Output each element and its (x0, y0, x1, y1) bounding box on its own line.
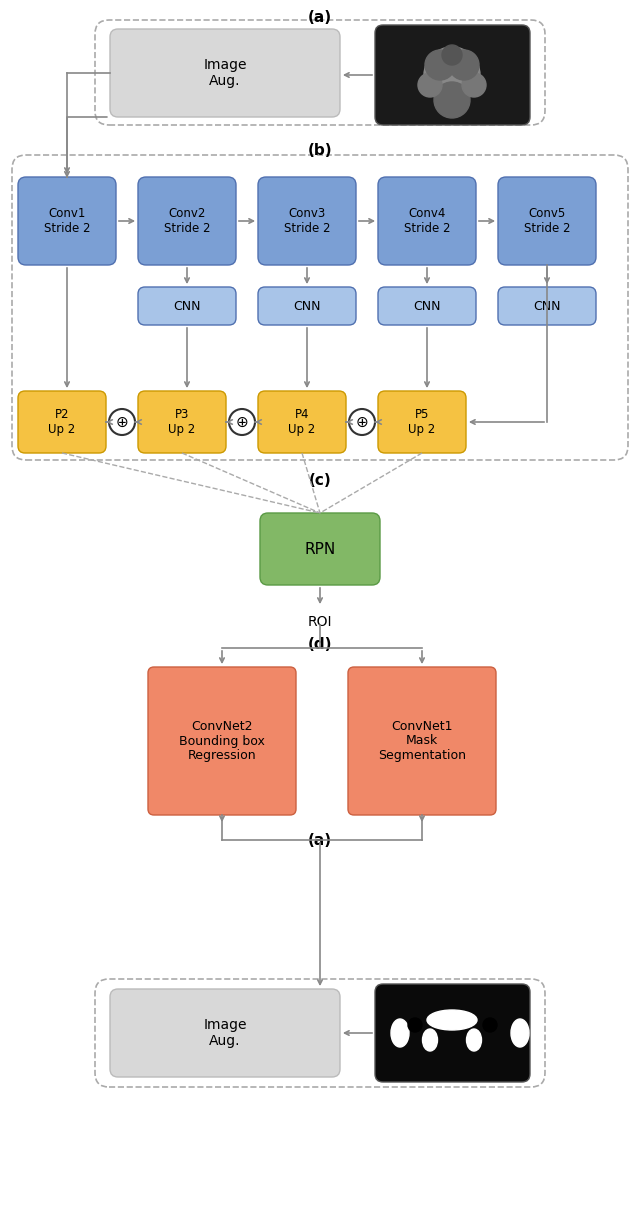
FancyBboxPatch shape (375, 984, 530, 1083)
Text: CNN: CNN (533, 300, 561, 312)
Ellipse shape (422, 1029, 438, 1051)
Ellipse shape (427, 1010, 477, 1030)
Circle shape (462, 73, 486, 97)
Ellipse shape (391, 1019, 409, 1047)
FancyBboxPatch shape (258, 177, 356, 265)
FancyBboxPatch shape (110, 989, 340, 1076)
Text: $\oplus$: $\oplus$ (355, 414, 369, 429)
Text: Conv2
Stride 2: Conv2 Stride 2 (164, 207, 211, 234)
Text: $\oplus$: $\oplus$ (115, 414, 129, 429)
Text: Conv5
Stride 2: Conv5 Stride 2 (524, 207, 570, 234)
Text: Conv1
Stride 2: Conv1 Stride 2 (44, 207, 90, 234)
Text: (c): (c) (308, 473, 332, 488)
Text: P3
Up 2: P3 Up 2 (168, 408, 196, 436)
Text: Conv4
Stride 2: Conv4 Stride 2 (404, 207, 451, 234)
Circle shape (424, 47, 480, 103)
Text: P5
Up 2: P5 Up 2 (408, 408, 436, 436)
Circle shape (109, 409, 135, 435)
FancyBboxPatch shape (258, 287, 356, 324)
FancyBboxPatch shape (18, 177, 116, 265)
FancyBboxPatch shape (498, 177, 596, 265)
FancyBboxPatch shape (378, 287, 476, 324)
FancyBboxPatch shape (498, 287, 596, 324)
FancyBboxPatch shape (18, 391, 106, 453)
Ellipse shape (467, 1029, 481, 1051)
Text: (d): (d) (308, 637, 332, 652)
Text: P2
Up 2: P2 Up 2 (49, 408, 76, 436)
Text: ROI: ROI (308, 615, 332, 629)
Text: P4
Up 2: P4 Up 2 (289, 408, 316, 436)
Circle shape (229, 409, 255, 435)
Text: ConvNet2
Bounding box
Regression: ConvNet2 Bounding box Regression (179, 719, 265, 763)
Text: Image
Aug.: Image Aug. (204, 1018, 247, 1049)
Circle shape (434, 81, 470, 118)
Text: CNN: CNN (413, 300, 441, 312)
Circle shape (349, 409, 375, 435)
FancyBboxPatch shape (260, 513, 380, 584)
FancyBboxPatch shape (138, 287, 236, 324)
FancyBboxPatch shape (148, 667, 296, 815)
Circle shape (418, 73, 442, 97)
FancyBboxPatch shape (378, 177, 476, 265)
Text: Conv3
Stride 2: Conv3 Stride 2 (284, 207, 330, 234)
Text: RPN: RPN (305, 542, 335, 556)
FancyBboxPatch shape (375, 26, 530, 125)
Circle shape (483, 1018, 497, 1032)
Text: CNN: CNN (173, 300, 201, 312)
Text: (a): (a) (308, 10, 332, 26)
FancyBboxPatch shape (138, 391, 226, 453)
FancyBboxPatch shape (378, 391, 466, 453)
FancyBboxPatch shape (258, 391, 346, 453)
FancyBboxPatch shape (348, 667, 496, 815)
Text: (a): (a) (308, 833, 332, 848)
Circle shape (449, 50, 479, 80)
FancyBboxPatch shape (138, 177, 236, 265)
Circle shape (408, 1018, 422, 1032)
Text: $\oplus$: $\oplus$ (236, 414, 249, 429)
Ellipse shape (511, 1019, 529, 1047)
Text: ConvNet1
Mask
Segmentation: ConvNet1 Mask Segmentation (378, 719, 466, 763)
Circle shape (425, 50, 455, 80)
Text: (b): (b) (308, 143, 332, 158)
Text: Image
Aug.: Image Aug. (204, 58, 247, 89)
FancyBboxPatch shape (110, 29, 340, 117)
Circle shape (442, 45, 462, 64)
Text: CNN: CNN (293, 300, 321, 312)
